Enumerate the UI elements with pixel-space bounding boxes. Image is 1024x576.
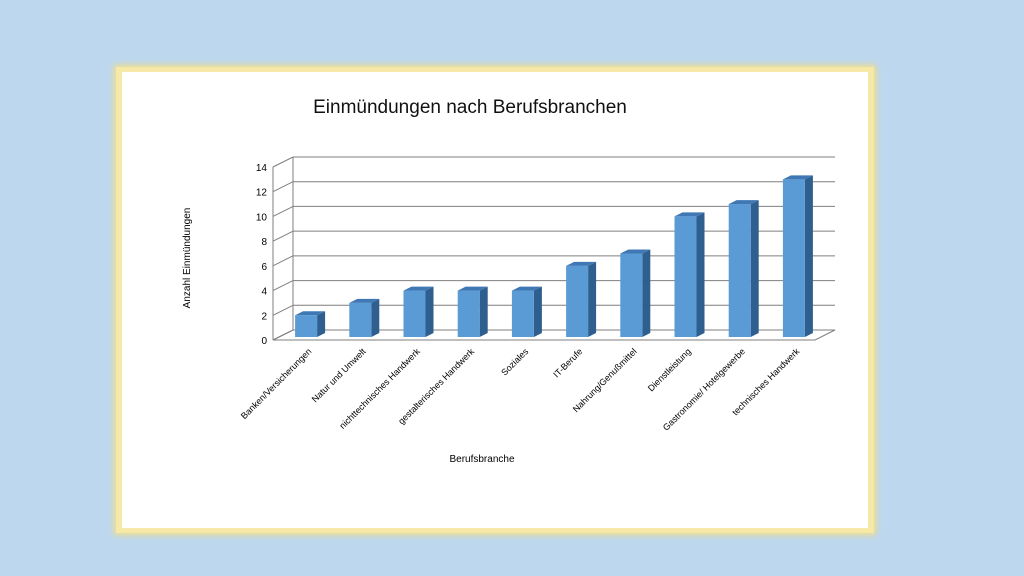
- bar-front: [295, 315, 318, 337]
- bar-top: [782, 175, 813, 180]
- bar: [511, 286, 542, 337]
- bar: [728, 200, 759, 337]
- x-category-label: Soziales: [499, 346, 530, 377]
- gridline-side: [272, 156, 294, 168]
- bar-side: [642, 249, 651, 337]
- bar: [457, 286, 488, 337]
- gridline-side: [272, 230, 294, 242]
- x-category-label: Banken/Versicherungen: [239, 346, 314, 421]
- bar-front: [674, 216, 697, 337]
- bar-front: [511, 290, 534, 337]
- chart-floor: [272, 329, 836, 341]
- bar-top: [295, 311, 326, 316]
- x-category-label: IT-Berufe: [551, 346, 584, 379]
- y-tick-label: 8: [261, 237, 267, 248]
- bar-top: [566, 261, 597, 266]
- gridline-side: [272, 304, 294, 316]
- bar-side: [479, 286, 488, 337]
- bar-front: [349, 302, 372, 337]
- bar-side: [804, 175, 813, 337]
- bar-front: [403, 290, 426, 337]
- bar-side: [425, 286, 434, 337]
- x-category-label: Dienstleistung: [646, 346, 693, 393]
- x-category-label: Natur und Umwelt: [310, 346, 368, 404]
- chart-title: Einmündungen nach Berufsbranchen: [313, 97, 627, 118]
- bar-top: [728, 200, 759, 205]
- bar: [620, 249, 651, 337]
- y-tick-label: 12: [256, 188, 268, 199]
- y-axis-label: Anzahl Einmündungen: [182, 208, 193, 309]
- bar: [782, 175, 813, 337]
- bar-side: [588, 261, 597, 337]
- bar-front: [782, 179, 805, 337]
- y-tick-label: 0: [261, 336, 267, 347]
- y-tick-label: 6: [261, 262, 267, 273]
- y-axis-ticks: 0 2 4 6 8 10 12 14: [256, 163, 268, 347]
- gridline-side: [272, 181, 294, 193]
- bar-front: [728, 204, 751, 337]
- bar-top: [457, 286, 488, 291]
- gridline-side: [272, 255, 294, 267]
- bar-top: [511, 286, 542, 291]
- y-tick-label: 2: [261, 311, 267, 322]
- bar: [349, 298, 380, 337]
- bar-top: [349, 298, 380, 303]
- bar-top: [674, 212, 705, 217]
- x-axis-label: Berufsbranche: [449, 454, 514, 465]
- chart-bars: [295, 175, 813, 337]
- gridline-side: [272, 280, 294, 292]
- bar-front: [620, 253, 643, 337]
- bar-side: [750, 200, 759, 337]
- y-tick-label: 10: [256, 212, 268, 223]
- bar-front: [457, 290, 480, 337]
- bar-side: [533, 286, 542, 337]
- bar-side: [317, 311, 326, 337]
- bar: [295, 311, 326, 337]
- bar: [403, 286, 434, 337]
- bar-side: [696, 212, 705, 337]
- bar-top: [620, 249, 651, 254]
- bar: [566, 261, 597, 337]
- bar-top: [403, 286, 434, 291]
- bar-side: [371, 298, 380, 337]
- y-tick-label: 14: [256, 163, 268, 174]
- bar-front: [566, 265, 589, 337]
- y-tick-label: 4: [261, 287, 267, 298]
- gridline-side: [272, 205, 294, 217]
- bar: [674, 212, 705, 337]
